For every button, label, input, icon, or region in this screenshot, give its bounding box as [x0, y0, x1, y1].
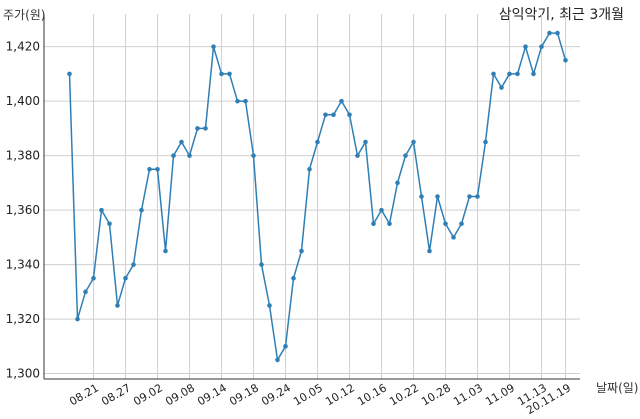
- x-tick-label: 09.18: [227, 381, 261, 408]
- price-data-point: [99, 207, 104, 213]
- price-data-point: [443, 221, 448, 227]
- price-data-point: [411, 139, 416, 145]
- y-tick-label: 1,340: [6, 258, 40, 272]
- price-data-point: [115, 303, 120, 308]
- price-data-point: [259, 262, 264, 267]
- price-data-point: [563, 58, 568, 63]
- price-data-point: [539, 44, 544, 49]
- price-data-point: [531, 71, 536, 77]
- price-data-point: [67, 71, 72, 77]
- price-data-point: [251, 153, 256, 158]
- price-data-point: [107, 221, 112, 227]
- x-tick-label: 08.21: [67, 381, 101, 408]
- x-tick-label: 10.05: [291, 381, 325, 408]
- price-data-point: [83, 289, 88, 295]
- y-tick-label: 1,420: [6, 40, 40, 54]
- x-tick-label: 09.14: [195, 381, 229, 408]
- price-data-point: [491, 71, 496, 77]
- y-tick-label: 1,320: [6, 312, 40, 326]
- price-data-point: [211, 44, 216, 49]
- price-data-point: [171, 153, 176, 158]
- price-data-point: [147, 166, 152, 172]
- price-data-point: [523, 44, 528, 49]
- price-data-point: [267, 303, 272, 308]
- y-axis-unit-label: 주가(원): [3, 8, 46, 22]
- price-data-point: [427, 248, 432, 254]
- price-data-point: [91, 275, 96, 281]
- price-data-point: [187, 153, 192, 158]
- price-data-point: [347, 112, 352, 118]
- x-tick-label: 09.08: [163, 381, 197, 408]
- x-tick-label: 10.22: [387, 381, 421, 408]
- price-data-point: [459, 221, 464, 227]
- price-data-point: [179, 139, 184, 145]
- price-data-point: [467, 194, 472, 199]
- y-tick-label: 1,380: [6, 149, 40, 163]
- x-tick-label: 09.24: [259, 381, 293, 408]
- price-data-point: [291, 275, 296, 281]
- x-tick-label: 10.28: [419, 381, 453, 408]
- price-data-point: [75, 316, 80, 322]
- x-tick-label: 11.03: [451, 381, 485, 408]
- price-data-point: [307, 166, 312, 172]
- x-tick-label: 11.09: [483, 381, 517, 408]
- price-data-point: [379, 207, 384, 213]
- price-data-point: [499, 85, 504, 90]
- price-data-point: [419, 194, 424, 199]
- price-data-point: [331, 112, 336, 118]
- price-data-point: [323, 112, 328, 118]
- y-tick-label: 1,300: [6, 367, 40, 381]
- price-data-point: [451, 235, 456, 240]
- price-data-point: [475, 194, 480, 199]
- price-data-point: [547, 30, 552, 36]
- price-data-point: [435, 194, 440, 199]
- price-data-point: [163, 248, 168, 254]
- price-data-point: [339, 98, 344, 104]
- x-tick-label: 10.16: [355, 381, 389, 408]
- price-data-point: [219, 71, 224, 77]
- y-tick-label: 1,360: [6, 203, 40, 217]
- price-data-point: [363, 139, 368, 145]
- price-data-point: [507, 71, 512, 77]
- x-tick-label: 08.27: [99, 381, 133, 408]
- price-data-point: [139, 207, 144, 213]
- price-data-point: [227, 71, 232, 77]
- price-data-point: [483, 139, 488, 145]
- price-data-point: [283, 344, 288, 349]
- x-tick-label: 09.02: [131, 381, 165, 408]
- price-data-point: [315, 139, 320, 145]
- price-data-point: [275, 357, 280, 363]
- price-data-point: [123, 275, 128, 281]
- price-data-point: [371, 221, 376, 227]
- price-data-point: [195, 126, 200, 131]
- price-data-point: [387, 221, 392, 227]
- y-tick-label: 1,400: [6, 94, 40, 108]
- price-data-point: [403, 153, 408, 158]
- x-tick-label: 10.12: [323, 381, 357, 408]
- price-data-point: [243, 98, 248, 104]
- price-data-point: [299, 248, 304, 254]
- price-data-point: [155, 166, 160, 172]
- price-data-point: [131, 262, 136, 267]
- price-data-point: [235, 98, 240, 104]
- price-data-point: [515, 71, 520, 77]
- price-data-point: [395, 180, 400, 186]
- x-axis-unit-label: 날짜(일): [596, 381, 639, 395]
- price-data-point: [355, 153, 360, 158]
- chart-title: 삼익악기, 최근 3개월: [498, 7, 624, 23]
- price-data-point: [555, 30, 560, 36]
- price-data-point: [203, 126, 208, 131]
